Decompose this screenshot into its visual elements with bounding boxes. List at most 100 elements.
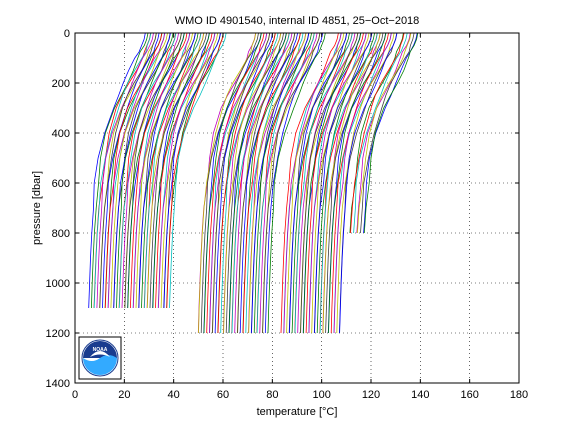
y-tick-label: 1200 <box>46 328 70 340</box>
x-tick-label: 20 <box>118 389 130 401</box>
profile-line <box>163 33 221 309</box>
profile-line <box>203 33 262 334</box>
profile-line <box>220 33 279 334</box>
x-tick-label: 160 <box>460 389 478 401</box>
profile-line <box>239 33 298 334</box>
profile-line <box>88 33 146 309</box>
x-tick-label: 60 <box>217 389 229 401</box>
profile-line <box>91 33 149 309</box>
profile-line <box>237 33 296 334</box>
profile-line <box>138 33 196 309</box>
profile-line <box>96 33 154 309</box>
profile-line <box>228 33 287 334</box>
profile-line <box>107 33 166 309</box>
profile-line <box>158 33 216 309</box>
profile-line <box>286 33 345 334</box>
profile-line <box>283 33 342 334</box>
profile-line <box>110 33 168 309</box>
profile-lines <box>88 33 419 334</box>
profile-line <box>305 33 364 334</box>
y-tick-label: 1400 <box>46 378 70 390</box>
profile-line <box>146 33 205 309</box>
profile-line <box>169 33 227 309</box>
chart-title: WMO ID 4901540, internal ID 4851, 25−Oct… <box>175 15 420 27</box>
x-tick-label: 100 <box>312 389 330 401</box>
profile-line <box>124 33 182 309</box>
profile-line <box>300 33 359 334</box>
y-tick-label: 600 <box>52 178 70 190</box>
profile-line <box>206 33 265 334</box>
profile-line <box>160 33 219 309</box>
profile-line <box>127 33 185 309</box>
y-tick-label: 200 <box>52 78 70 90</box>
profile-line <box>200 33 259 334</box>
x-tick-label: 180 <box>510 389 528 401</box>
profile-line <box>99 33 157 309</box>
x-tick-label: 120 <box>362 389 380 401</box>
profile-line <box>280 33 339 334</box>
profile-line <box>214 33 273 334</box>
profile-line <box>294 33 353 334</box>
profile-line <box>322 33 381 334</box>
profile-line <box>144 33 202 309</box>
profile-line <box>118 33 177 309</box>
x-tick-label: 40 <box>168 389 180 401</box>
profile-line <box>152 33 210 309</box>
profile-line <box>357 33 412 234</box>
profile-line <box>198 33 257 334</box>
profile-line <box>308 33 367 334</box>
profile-line <box>166 33 224 309</box>
profile-line <box>353 33 408 234</box>
noaa-logo-sea <box>83 355 117 375</box>
profile-line <box>267 33 326 334</box>
profile-line <box>259 33 318 334</box>
y-tick-label: 400 <box>52 128 70 140</box>
y-tick-label: 0 <box>64 28 70 40</box>
profile-line <box>248 33 307 334</box>
profile-line <box>104 33 163 309</box>
profile-line <box>350 33 405 234</box>
profile-line <box>132 33 191 309</box>
plot-frame <box>74 32 520 384</box>
x-tick-label: 140 <box>411 389 429 401</box>
y-tick-label: 1000 <box>46 278 70 290</box>
profile-line <box>251 33 310 334</box>
noaa-logo: NOAA <box>78 336 122 380</box>
y-axis: 0 200 400 600 800 1000 1200 1400 <box>46 28 519 390</box>
profile-line <box>289 33 348 334</box>
profile-line <box>242 33 301 334</box>
profile-line <box>314 33 373 334</box>
profile-line <box>336 33 395 334</box>
profile-line <box>231 33 290 334</box>
profile-line <box>339 33 398 334</box>
profile-line <box>116 33 174 309</box>
profile-line <box>234 33 293 334</box>
profile-line <box>356 33 411 234</box>
profile-line <box>363 33 419 234</box>
noaa-logo-text: NOAA <box>93 347 108 353</box>
noaa-logo-bird <box>90 351 110 357</box>
profile-line <box>316 33 375 334</box>
profile-line <box>149 33 207 309</box>
profile-line <box>319 33 378 334</box>
profile-line <box>262 33 321 334</box>
x-tick-label: 0 <box>72 389 78 401</box>
profile-line <box>256 33 315 334</box>
profile-line <box>303 33 362 334</box>
profile-line <box>141 33 199 309</box>
profile-line <box>333 33 392 334</box>
x-axis-label: temperature [°C] <box>257 406 338 418</box>
profile-line <box>212 33 271 334</box>
profile-line <box>223 33 282 334</box>
profile-line <box>360 33 415 234</box>
y-tick-label: 800 <box>52 228 70 240</box>
y-axis-label: pressure [dbar] <box>31 171 43 245</box>
profile-line <box>217 33 276 334</box>
x-tick-label: 80 <box>266 389 278 401</box>
profile-line <box>130 33 188 309</box>
profile-line <box>264 33 324 334</box>
profile-line <box>363 33 418 234</box>
profile-line <box>113 33 171 309</box>
x-axis: 0 20 40 60 80 100 120 140 160 180 <box>72 33 528 401</box>
